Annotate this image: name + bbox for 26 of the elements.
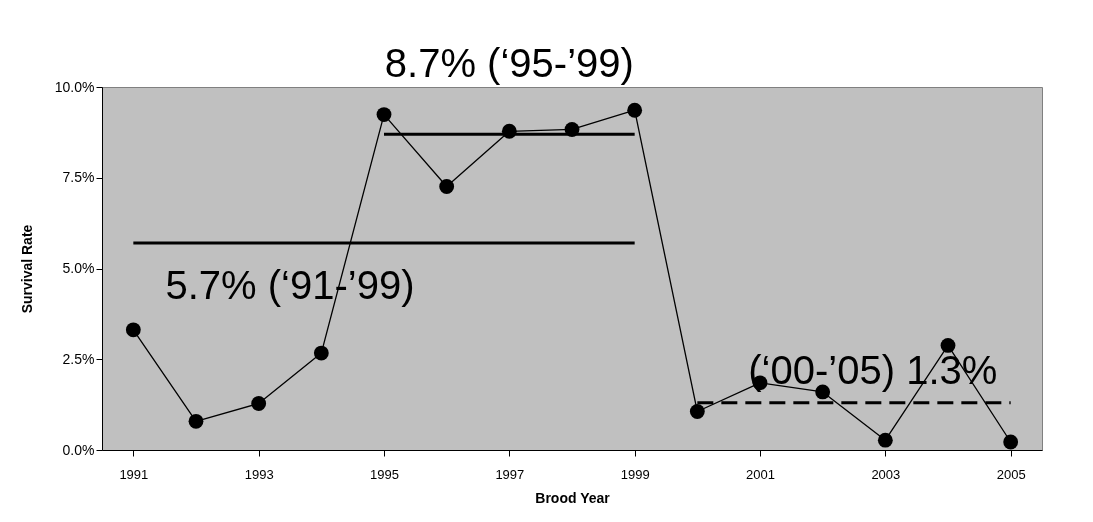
point — [251, 396, 267, 411]
x-tick-label: 1997 — [495, 466, 525, 482]
x-tick-label: 1999 — [620, 466, 650, 482]
point — [313, 345, 329, 361]
y-tick-label: 10.0% — [54, 78, 95, 95]
x-tick-label: 2001 — [746, 466, 775, 482]
x-tick-label: 1993 — [244, 466, 274, 482]
point — [627, 102, 643, 118]
x-tick-label: 2005 — [996, 466, 1026, 482]
point — [877, 432, 893, 448]
y-axis-title: Survival Rate — [18, 224, 35, 314]
y-tick-label: 2.5% — [62, 350, 95, 367]
point — [1003, 434, 1019, 450]
x-tick-label: 1995 — [370, 466, 399, 482]
y-tick-label: 0.0% — [62, 441, 95, 458]
point — [439, 179, 455, 194]
y-tick-label: 7.5% — [62, 169, 95, 186]
point — [188, 413, 204, 429]
point — [125, 322, 141, 338]
x-axis-title: Brood Year — [535, 489, 611, 506]
x-tick-label: 2003 — [871, 466, 901, 482]
annotation: 8.7% (‘95-’99) — [384, 41, 634, 86]
point — [376, 107, 392, 122]
x-tick-label: 1991 — [119, 466, 149, 482]
point — [689, 404, 705, 419]
y-tick-label: 5.0% — [62, 260, 95, 276]
